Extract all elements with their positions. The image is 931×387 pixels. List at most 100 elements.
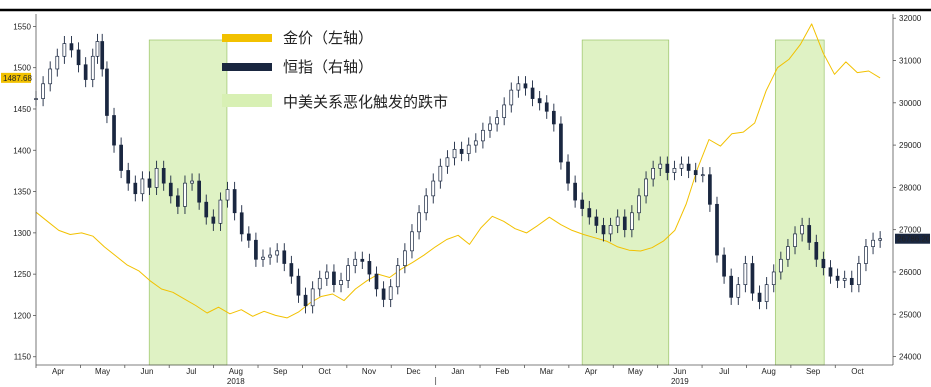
hsi-candle-body-104 [764,284,769,302]
hsi-candle-body-33 [261,256,265,260]
hsi-candle-body-50 [381,288,386,300]
x-tick-label-9: Jan [451,367,464,376]
hsi-candle-body-87 [644,178,648,197]
hsi-candle-body-77 [573,182,577,201]
hsi-candle-body-7 [83,64,88,80]
hsi-candle-body-32 [254,239,258,260]
hsi-candle-body-71 [530,87,535,99]
hsi-candle-body-109 [800,225,804,235]
shaded-periods [148,39,825,366]
hsi-candle-body-99 [729,275,734,298]
hsi-candle-body-67 [502,104,507,118]
hsi-candle-body-9 [95,41,100,57]
x-tick-label-12: Apr [585,367,598,376]
hsi-candle-body-51 [388,286,393,300]
hsi-candle-body-18 [154,168,159,188]
hsi-candle-body-75 [559,123,563,163]
hsi-candle-body-117 [857,263,861,286]
x-tick-label-13: May [628,367,643,376]
hsi-candle-body-110 [807,225,812,243]
x-tick-label-2: Jun [141,367,154,376]
shaded-period-2 [581,39,670,366]
hsi-candle-body-48 [367,261,372,275]
hsi-candle-body-56 [424,195,429,214]
shaded-period-1 [148,39,228,366]
hsi-candle-body-68 [509,89,514,106]
hsi-candle-body-64 [481,129,485,142]
hsi-candle-body-83 [615,216,620,226]
hsi-candle-body-95 [700,174,705,177]
hsi-candle-body-26 [211,216,216,224]
x-tick-label-3: Jul [186,367,196,376]
hsi-candle-body-6 [76,49,81,66]
hsi-candle-body-22 [183,182,187,207]
hsi-candle-body-72 [537,98,542,104]
x-tick-label-15: Jul [719,367,729,376]
hsi-candle-body-35 [275,250,280,256]
hsi-candle-body-4 [62,43,67,57]
left-tick-label-1300: 1300 [13,229,31,238]
hsi-candle-body-70 [523,83,528,89]
hsi-candle-body-41 [317,277,322,290]
x-tick-label-11: Mar [540,367,554,376]
hsi-candle-body-17 [147,178,152,188]
hsi-candle-body-54 [410,231,414,252]
hsi-candle-body-108 [793,233,797,247]
right-tick-label-28000: 28000 [899,183,922,192]
right-tick-label-32000: 32000 [899,14,922,23]
hsi-candle-body-88 [651,168,655,180]
x-tick-label-4: Aug [229,367,243,376]
hsi-candle-body-14 [126,170,131,184]
x-tick-label-18: Oct [851,367,864,376]
hsi-candle-body-90 [665,163,670,173]
hsi-candle-body-47 [360,258,365,262]
last-value-tag-label-right: 26786.20 [897,235,931,244]
left-tick-label-1250: 1250 [13,270,31,279]
hsi-candle-body-25 [204,201,209,218]
x-tick-label-10: Feb [495,367,509,376]
hsi-candle-body-27 [218,199,223,224]
left-tick-label-1200: 1200 [13,311,31,320]
hsi-candle-body-61 [459,148,464,154]
hsi-candle-body-118 [864,246,868,264]
last-value-tag-right [895,233,930,244]
hsi-candle-body-107 [786,246,790,260]
right-tick-label-29000: 29000 [899,141,922,150]
hsi-candle-body-86 [637,195,641,214]
hsi-candle-body-45 [346,265,350,281]
hsi-candle-body-119 [871,239,875,247]
last-value-tag-left [1,72,31,83]
hsi-candle-body-24 [197,180,202,203]
x-tick-label-1: May [95,367,110,376]
hsi-candle-body-92 [679,163,684,169]
hsi-candle-body-37 [289,263,294,277]
hsi-candle-body-20 [168,182,173,197]
hsi-candle-body-55 [417,212,421,233]
hsi-candle-body-44 [339,280,343,286]
hsi-candle-body-100 [736,284,741,298]
left-tick-label-1150: 1150 [14,353,32,362]
hsi-candle-body-36 [282,250,287,264]
hsi-series [34,33,882,314]
hsi-candle-body-101 [743,263,748,286]
legend-swatch-1 [222,34,272,42]
hsi-candle-body-116 [849,277,854,286]
x-tick-label-8: Dec [406,367,420,376]
hsi-candle-body-11 [105,68,109,116]
hsi-candle-body-112 [821,258,826,269]
hsi-candle-body-98 [722,254,726,277]
legend-label-1: 金价（左轴） [283,29,373,47]
x-tick-label-6: Oct [318,367,331,376]
hsi-candle-body-8 [90,55,95,80]
hsi-candle-body-21 [176,195,180,207]
left-tick-label-1400: 1400 [13,146,31,155]
right-tick-label-30000: 30000 [899,99,922,108]
legend-swatch-3 [222,94,272,107]
hsi-candle-body-69 [516,83,521,91]
hsi-candle-body-42 [324,271,329,279]
hsi-candle-body-73 [544,102,549,112]
hsi-candle-body-81 [601,225,606,235]
hsi-candle-body-38 [296,275,301,296]
hsi-candle-body-120 [878,238,882,241]
